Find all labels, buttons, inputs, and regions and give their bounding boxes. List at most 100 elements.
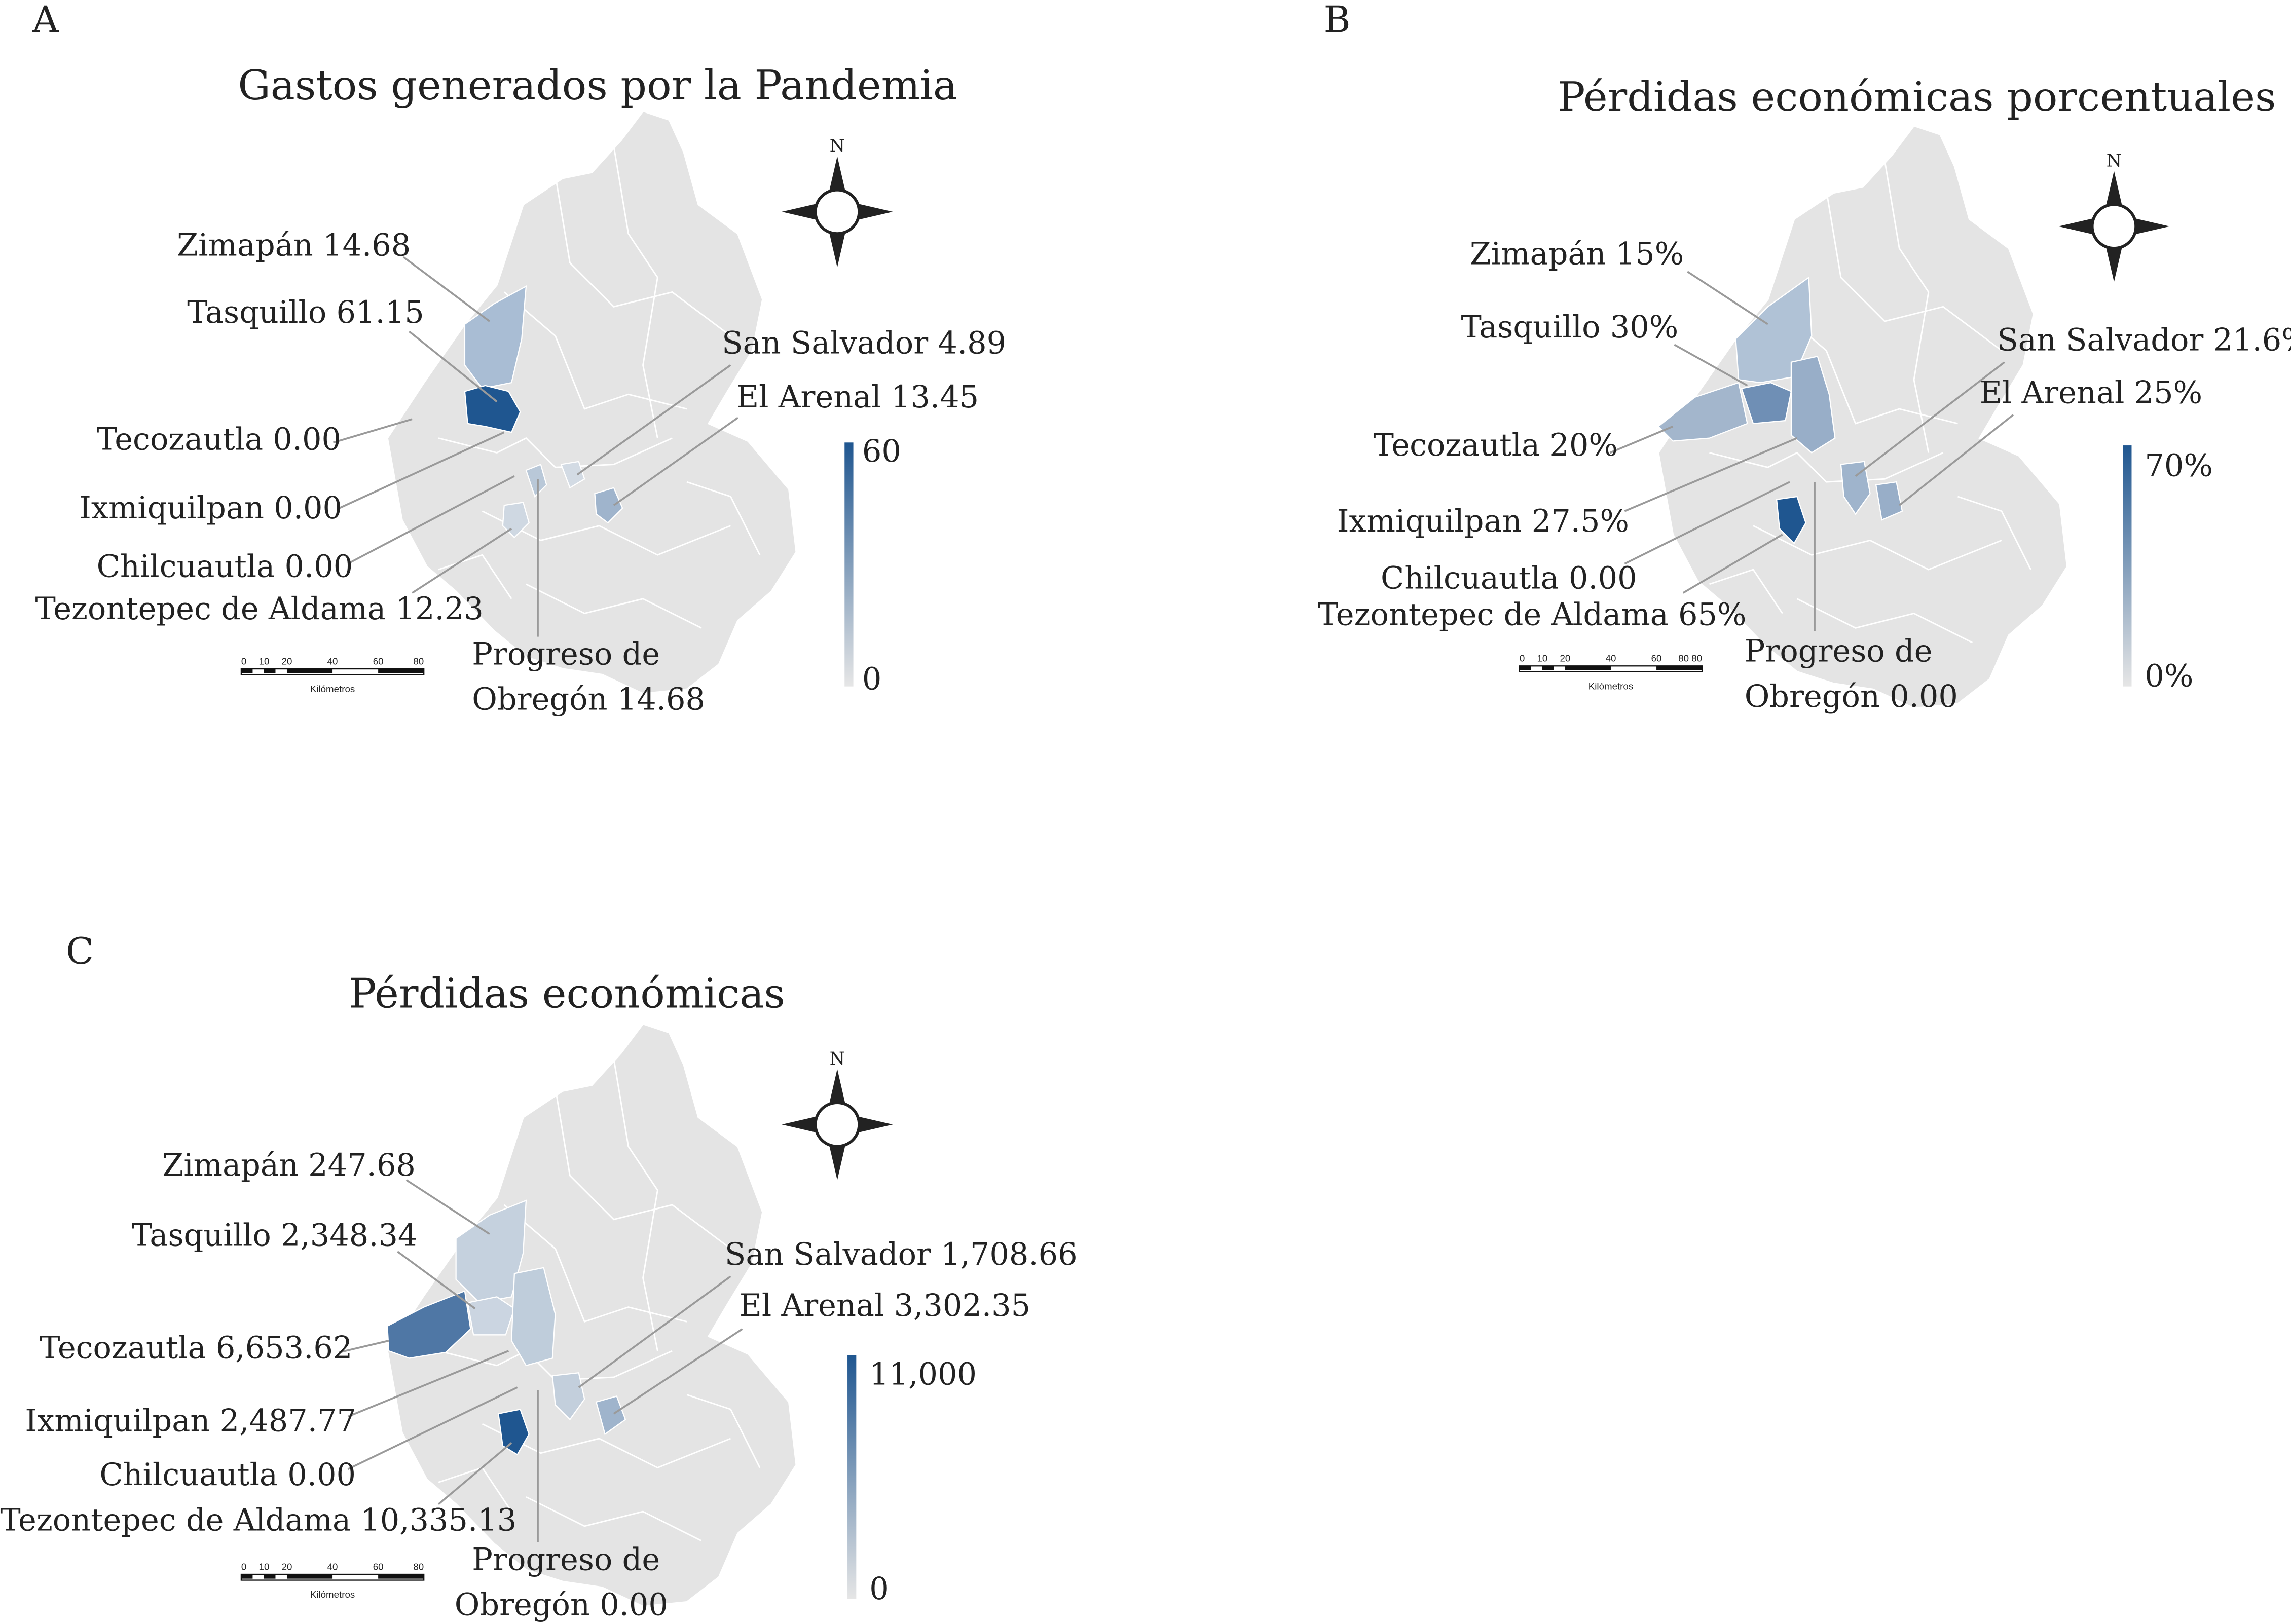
municipal-border [503,291,687,410]
municipal-border [686,481,761,555]
municipal-border [1825,190,2002,351]
leader-line [1855,361,2005,477]
panel-letter: A [32,0,59,41]
label-name-value: Zimapán 14.68 [177,228,411,263]
scale-tick-label: 80 80 [1678,653,1702,664]
colorbar-gradient [844,442,854,687]
municipal-border [438,554,512,599]
map-label: Chilcuautla 0.00 [1381,481,1790,596]
map-label: Ixmiquilpan 0.00 [79,431,505,526]
scale-unit-label: Kilómetros [310,684,355,694]
compass-north-label: N [830,1049,845,1069]
scale-bar-segment [378,669,424,673]
north-arrow-icon: N [782,1049,893,1180]
map-label: Tezontepec de Aldama 10,335.13 [0,1442,516,1538]
label-name-value: El Arenal 13.45 [736,380,979,415]
scale-tick-label: 0 [1520,653,1525,664]
compass-point-west [2058,217,2097,236]
municipality-tezontepec-de-aldama [497,1408,530,1456]
colorbar: 70% 0% [2123,445,2213,694]
leader-line [437,1442,512,1505]
map-label: Zimapán 247.68 [162,1148,490,1235]
map-label: San Salvador 21.6% [1855,323,2291,477]
label-name: Progreso de [472,1542,660,1577]
municipal-border [613,145,658,438]
colorbar-gradient [847,1355,857,1600]
scale-bar-segment [241,669,253,673]
scale-tick-label: 40 [327,656,338,666]
colorbar: 60 0 [844,434,901,697]
scale-tick-label: 60 [373,1561,384,1572]
colorbar-max-label: 11,000 [869,1356,977,1392]
map-title: Pérdidas económicas porcentuales [1558,73,2276,121]
colorbar-gradient [2123,445,2132,687]
municipality-zimap-n [464,285,527,389]
compass-point-north [2105,171,2123,209]
map-label: Zimapán 14.68 [177,228,491,322]
scale-tick-label: 20 [282,1561,292,1572]
scale-bar: 0 10 20 40 60 80 Kilómetros [240,656,425,694]
municipality-san-salvador [560,461,585,489]
leader-line [347,475,515,565]
compass-north-label: N [830,136,845,157]
municipal-border [438,437,673,468]
municipality-tasquillo [1741,382,1792,425]
compass-point-east [855,1115,893,1134]
map-label: El Arenal 13.45 [613,380,979,506]
municipality-ixmiquilpan [510,1267,556,1367]
leader-line [1624,437,1798,512]
label-name-value: Tasquillo 30% [1461,310,1679,345]
municipal-border [1753,525,2002,571]
label-name-value: San Salvador 1,708.66 [725,1237,1078,1272]
map-label: Tecozautla 6,653.62 [40,1330,389,1366]
compass-point-south [828,229,846,268]
scale-bar-segment [1656,666,1703,670]
map-label: Progreso de Obregón 0.00 [455,1390,668,1623]
map-label: Tecozautla 0.00 [97,418,413,458]
highlighted-municipalities [1657,276,1903,545]
compass-point-north [828,156,846,195]
scale-bar-segment [378,1574,424,1579]
municipality-el-arenal [1875,481,1903,521]
north-arrow-icon: N [2058,151,2170,282]
leader-line [339,431,505,509]
map-label: Progreso de Obregón 14.68 [472,479,705,717]
panel-letter: C [66,930,94,972]
compass-point-south [2105,244,2123,282]
label-name: Progreso de [472,636,660,672]
municipality-tecozautla [386,1290,471,1359]
label-name-value: Chilcuautla 0.00 [1381,561,1637,596]
municipality-tecozautla [1657,382,1748,442]
label-name-value: San Salvador 21.6% [1997,323,2291,358]
map-label: El Arenal 25% [1899,375,2202,506]
map-label: Tasquillo 30% [1461,310,1748,387]
leader-line [409,330,498,403]
colorbar-max-label: 70% [2145,448,2213,484]
map-label: Tecozautla 20% [1374,425,1674,463]
scale-bar-segment [286,669,333,673]
label-name-value: Ixmiquilpan 2,487.77 [25,1404,356,1439]
municipality-tasquillo [467,1296,515,1336]
map-label: San Salvador 1,708.66 [578,1237,1078,1388]
scale-tick-label: 60 [1651,653,1662,664]
municipal-border [438,1350,673,1381]
map-label: Chilcuautla 0.00 [99,1386,518,1493]
label-name-value: Zimapán 15% [1470,237,1684,272]
compass-point-west [782,1115,820,1134]
label-name-value: Obregón 0.00 [1745,679,1958,714]
municipality-ixmiquilpan [1790,355,1836,454]
label-name-value: Tecozautla 0.00 [97,422,341,458]
leader-line [613,1328,743,1415]
scale-bar: 0 10 20 40 60 80 Kilómetros [240,1561,425,1600]
map-label: Progreso de Obregón 0.00 [1745,482,1958,714]
leader-line [332,418,413,444]
municipal-border [503,1204,687,1323]
leader-line [1624,481,1790,565]
compass-point-east [2131,217,2170,236]
scale-bar: 0 10 20 40 60 80 80 Kilómetros [1519,653,1703,691]
leader-line [1682,534,1783,594]
map-label: Tezontepec de Aldama 65% [1318,534,1783,633]
label-name: Progreso de [1745,634,1933,669]
panel-letter: B [1324,0,1351,41]
